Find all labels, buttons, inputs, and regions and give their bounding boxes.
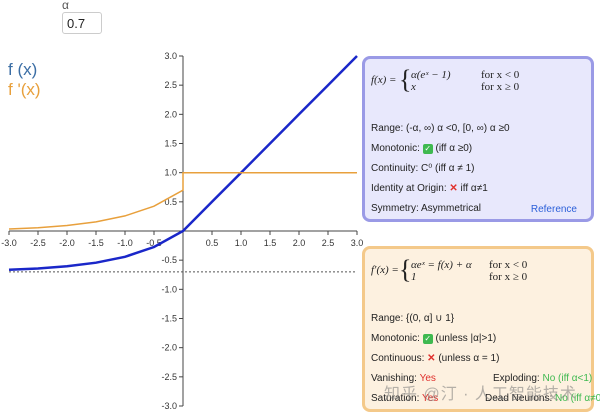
saturation-value: Yes bbox=[421, 393, 439, 404]
x-tick-label: -2.0 bbox=[59, 238, 75, 248]
tick-labels: -3.0 -2.5 -2.0 -1.5 -1.0 -0.5 0.5 1.0 1.5 2.0 2.5 3… bbox=[1, 51, 363, 411]
derivative-name: f′(x) = bbox=[371, 264, 399, 276]
function-monotonic: Monotonic: ✓ (iff α ≥0) bbox=[371, 143, 472, 154]
exploding-value: No (iff α<1) bbox=[542, 373, 593, 384]
function-cond1: for x < 0 bbox=[481, 69, 520, 81]
function-case2: x bbox=[411, 81, 416, 93]
function-range: Range: (-α, ∞) α <0, [0, ∞) α ≥0 bbox=[371, 123, 510, 134]
continuous-note: (unless α = 1) bbox=[438, 353, 500, 364]
derivative-case2: 1 bbox=[411, 271, 417, 283]
function-cond2: for x ≥ 0 bbox=[481, 81, 520, 93]
derivative-saturation: Saturation: Yes bbox=[371, 393, 438, 404]
check-icon: ✓ bbox=[422, 144, 433, 154]
x-tick-label: -1.0 bbox=[117, 238, 133, 248]
dead-label: Dead Neurons: bbox=[485, 393, 553, 404]
y-tick-label: -1.5 bbox=[161, 314, 177, 324]
derivative-dead-neurons: Dead Neurons: No (iff α≠0) bbox=[485, 393, 600, 404]
y-tick-label: 1.5 bbox=[164, 139, 177, 149]
function-identity: Identity at Origin: ✕ iff α≠1 bbox=[371, 183, 488, 194]
alpha-input[interactable] bbox=[62, 12, 102, 34]
legend-f: f (x) bbox=[8, 60, 38, 79]
derivative-case1: αeˣ = f(x) + α bbox=[411, 259, 472, 271]
x-tick-label: -2.5 bbox=[30, 238, 46, 248]
continuous-label: Continuous: bbox=[371, 353, 425, 364]
panel-derivative: f′(x) = { αeˣ = f(x) + α for x < 0 1 for… bbox=[362, 246, 600, 412]
derivative-cond1: for x < 0 bbox=[489, 259, 528, 271]
x-tick-label: -0.5 bbox=[146, 238, 162, 248]
derivative-vanishing: Vanishing: Yes bbox=[371, 373, 436, 384]
monotonic-label: Monotonic: bbox=[371, 333, 420, 344]
saturation-label: Saturation: bbox=[371, 393, 420, 404]
series-f-line bbox=[8, 55, 358, 272]
x-tick-label: 2.0 bbox=[293, 238, 306, 248]
y-tick-label: 2.5 bbox=[164, 80, 177, 90]
y-tick-label: 0.5 bbox=[164, 197, 177, 207]
x-tick-label: 1.5 bbox=[264, 238, 277, 248]
derivative-exploding: Exploding: No (iff α<1) bbox=[493, 373, 592, 384]
exploding-label: Exploding: bbox=[493, 373, 540, 384]
cross-icon: ✕ bbox=[427, 353, 436, 364]
brace-symbol: { bbox=[399, 255, 412, 284]
legend-df: f '(x) bbox=[8, 80, 41, 99]
function-case1: α(eˣ − 1) bbox=[411, 69, 451, 81]
y-tick-label: -2.5 bbox=[161, 372, 177, 382]
alpha-label: α bbox=[62, 0, 69, 12]
series-df-line bbox=[8, 171, 357, 230]
y-tick-label: -3.0 bbox=[161, 401, 177, 411]
watermark: 知乎 @汀 · 人工智能技术 bbox=[384, 386, 577, 403]
function-name: f(x) = bbox=[371, 74, 397, 86]
derivative-cond2: for x ≥ 0 bbox=[489, 271, 528, 283]
x-tick-label: 1.0 bbox=[235, 238, 248, 248]
identity-note: iff α≠1 bbox=[460, 183, 488, 194]
derivative-formula: f′(x) = { αeˣ = f(x) + α for x < 0 1 for… bbox=[371, 255, 591, 297]
brace-symbol: { bbox=[399, 65, 412, 94]
check-icon: ✓ bbox=[422, 334, 433, 344]
identity-label: Identity at Origin: bbox=[371, 183, 447, 194]
y-tick-label: 2.0 bbox=[164, 109, 177, 119]
x-tick-label: 0.5 bbox=[206, 238, 219, 248]
x-tick-label: 3.0 bbox=[351, 238, 364, 248]
derivative-continuous: Continuous: ✕ (unless α = 1) bbox=[371, 353, 499, 364]
function-formula: f(x) = { α(eˣ − 1) for x < 0 x for x ≥ 0 bbox=[371, 65, 591, 107]
function-symmetry: Symmetry: Asymmetrical bbox=[371, 203, 482, 214]
y-tick-label: -2.0 bbox=[161, 343, 177, 353]
derivative-range: Range: {(0, α] ∪ 1} bbox=[371, 313, 455, 324]
vanishing-label: Vanishing: bbox=[371, 373, 417, 384]
panel-function: f(x) = { α(eˣ − 1) for x < 0 x for x ≥ 0… bbox=[362, 56, 594, 222]
dead-value: No (iff α≠0) bbox=[555, 393, 600, 404]
y-tick-label: 1.0 bbox=[164, 168, 177, 178]
x-tick-label: -1.5 bbox=[88, 238, 104, 248]
vanishing-value: Yes bbox=[419, 373, 436, 384]
function-continuity: Continuity: C⁰ (iff α ≠ 1) bbox=[371, 163, 475, 174]
monotonic-label: Monotonic: bbox=[371, 143, 420, 154]
monotonic-note: (iff α ≥0) bbox=[435, 143, 473, 154]
x-tick-label: -3.0 bbox=[1, 238, 17, 248]
derivative-monotonic: Monotonic: ✓ (unless |α|>1) bbox=[371, 333, 496, 344]
reference-link[interactable]: Reference bbox=[530, 204, 577, 215]
y-tick-label: -0.5 bbox=[161, 255, 177, 265]
cross-icon: ✕ bbox=[449, 183, 458, 194]
monotonic-note: (unless |α|>1) bbox=[435, 333, 497, 344]
y-tick-label: -1.0 bbox=[161, 284, 177, 294]
y-tick-label: 3.0 bbox=[164, 51, 177, 61]
x-tick-label: 2.5 bbox=[322, 238, 335, 248]
